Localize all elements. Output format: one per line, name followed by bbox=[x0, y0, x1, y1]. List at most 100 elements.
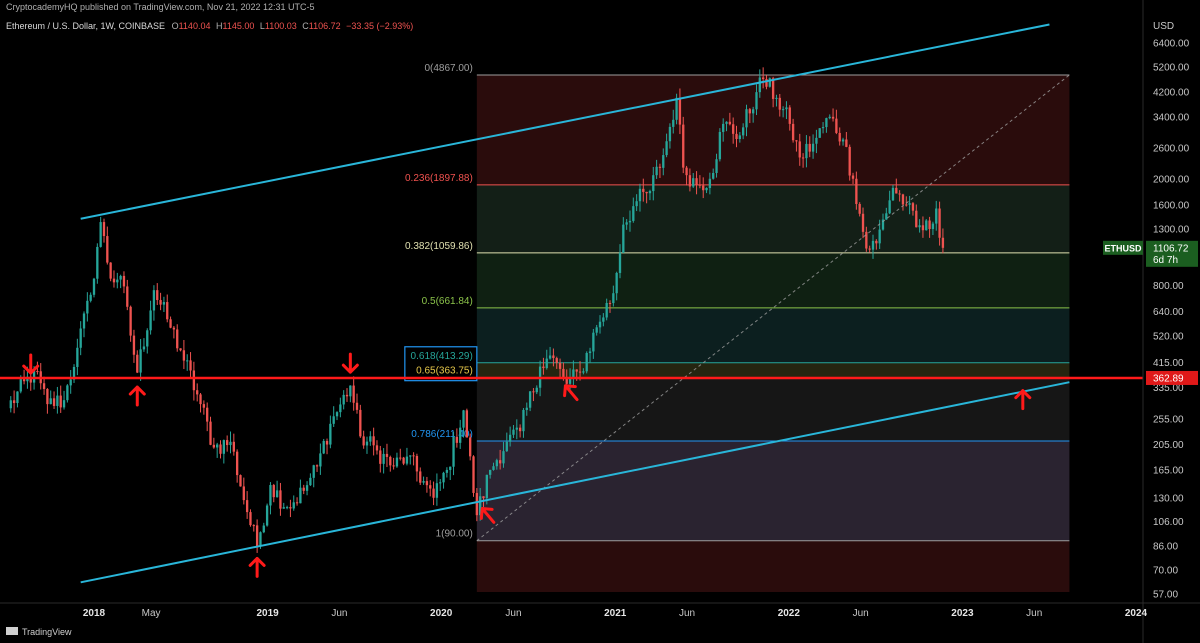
candle-body bbox=[905, 204, 908, 206]
candle-body bbox=[312, 465, 315, 478]
candle-body bbox=[761, 77, 765, 80]
candle-body bbox=[888, 200, 891, 214]
candle-body bbox=[865, 231, 868, 249]
candle-body bbox=[99, 222, 102, 247]
candle-body bbox=[658, 166, 662, 168]
candle-body bbox=[672, 119, 675, 127]
y-tick-label: 86.00 bbox=[1153, 541, 1178, 552]
candle-body bbox=[262, 525, 265, 533]
symbol-price-tag: ETHUSD bbox=[1103, 240, 1143, 255]
candle-body bbox=[435, 483, 439, 498]
fib-highlight-box bbox=[404, 346, 478, 382]
candle-body bbox=[182, 350, 186, 361]
y-tick-label: 3400.00 bbox=[1153, 112, 1190, 123]
candle-body bbox=[92, 278, 96, 295]
fib-label: 0.618(413.29) bbox=[411, 351, 473, 362]
candle-body bbox=[392, 465, 395, 467]
candle-body bbox=[622, 224, 625, 253]
candle-body bbox=[449, 466, 452, 470]
candle-body bbox=[582, 371, 585, 373]
price-marker-value: 362.89 bbox=[1153, 373, 1184, 384]
candle-body bbox=[415, 455, 419, 472]
candle-body bbox=[522, 409, 525, 432]
candle-body bbox=[528, 391, 532, 408]
candle-body bbox=[668, 126, 672, 142]
candle-body bbox=[156, 290, 159, 301]
candle-body bbox=[422, 481, 425, 483]
candle-body bbox=[535, 387, 538, 393]
candle-body bbox=[255, 525, 259, 546]
candle-body bbox=[801, 157, 805, 159]
y-tick-label: 6400.00 bbox=[1153, 39, 1190, 50]
arrow-marker bbox=[128, 385, 146, 407]
candle-body bbox=[652, 175, 655, 192]
candle-body bbox=[715, 159, 718, 173]
candle-body bbox=[575, 369, 578, 372]
candle-body bbox=[395, 457, 399, 467]
red-arrow-icon bbox=[128, 385, 146, 407]
tradingview-logo-icon bbox=[6, 627, 18, 635]
candle-body bbox=[495, 460, 498, 467]
candle-body bbox=[722, 123, 725, 132]
candle-body bbox=[612, 293, 615, 304]
candle-body bbox=[642, 188, 645, 192]
candle-body bbox=[918, 225, 921, 228]
candle-body bbox=[459, 427, 462, 443]
candle-body bbox=[49, 398, 52, 405]
candle-body bbox=[881, 219, 885, 230]
candle-body bbox=[359, 409, 362, 437]
candle-body bbox=[628, 220, 632, 223]
candle-body bbox=[445, 469, 449, 473]
candle-body bbox=[512, 429, 515, 435]
candle-body bbox=[322, 440, 325, 454]
candle-body bbox=[941, 237, 945, 248]
symbol-tag-bg bbox=[1103, 240, 1143, 255]
candle-body bbox=[785, 107, 788, 110]
candle-body bbox=[192, 370, 196, 391]
candle-body bbox=[56, 395, 59, 406]
candle-body bbox=[878, 229, 881, 244]
y-tick-label: 2000.00 bbox=[1153, 174, 1190, 185]
candle-body bbox=[608, 302, 612, 304]
candle-body bbox=[162, 302, 166, 305]
candle-body bbox=[139, 349, 142, 373]
candle-body bbox=[12, 400, 16, 404]
candle-body bbox=[82, 313, 86, 329]
fib-zone bbox=[476, 377, 1070, 442]
arrow-marker bbox=[1014, 389, 1032, 411]
candle-body bbox=[335, 412, 339, 417]
candle-body bbox=[678, 97, 682, 125]
candle-body bbox=[928, 220, 931, 230]
candle-body bbox=[302, 487, 305, 491]
tradingview-logo[interactable]: TradingView bbox=[6, 627, 72, 637]
candle-body bbox=[825, 118, 828, 128]
x-tick-label: 2019 bbox=[256, 608, 279, 619]
candle-body bbox=[252, 525, 255, 527]
candle-body bbox=[895, 187, 898, 194]
candle-body bbox=[615, 272, 618, 294]
candle-body bbox=[186, 360, 189, 362]
candle-body bbox=[751, 109, 755, 114]
candle-body bbox=[69, 379, 72, 386]
candle-body bbox=[815, 137, 818, 144]
candle-body bbox=[675, 97, 678, 120]
candle-body bbox=[732, 124, 735, 134]
arrow-marker bbox=[479, 507, 496, 524]
y-tick-label: 2600.00 bbox=[1153, 144, 1190, 155]
candle-body bbox=[219, 444, 222, 454]
arrow-shape bbox=[248, 556, 266, 578]
y-tick-label: 415.00 bbox=[1153, 358, 1184, 369]
candle-body bbox=[781, 109, 785, 111]
candle-body bbox=[282, 507, 285, 509]
candle-body bbox=[409, 455, 412, 457]
candle-body bbox=[718, 131, 722, 160]
candle-body bbox=[648, 191, 652, 194]
candle-body bbox=[455, 436, 459, 443]
candle-body bbox=[72, 366, 76, 380]
candle-body bbox=[452, 436, 455, 467]
candle-body bbox=[242, 486, 245, 501]
candle-body bbox=[339, 404, 342, 413]
arrow-shape bbox=[22, 353, 40, 375]
arrow-marker bbox=[22, 353, 40, 375]
